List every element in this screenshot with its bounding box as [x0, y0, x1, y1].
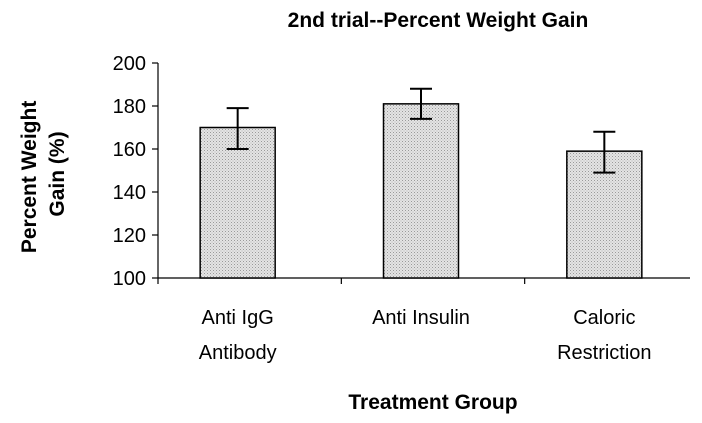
- y-axis-title-line-2: Gain (%): [46, 131, 69, 216]
- x-category-label: Anti IgG: [202, 307, 274, 329]
- y-tick-label: 200: [113, 53, 146, 75]
- x-category-label: Caloric: [573, 307, 635, 329]
- bar: [199, 126, 276, 279]
- y-tick-label: 180: [113, 96, 146, 118]
- y-tick-label: 120: [113, 225, 146, 247]
- y-axis-title: Percent Weight Gain (%): [18, 95, 69, 253]
- x-category-label: Restriction: [557, 342, 651, 364]
- plot-area: 100 120 140 160 180 200 Anti IgG Antibody Anti I…: [113, 53, 690, 364]
- bar: [382, 103, 460, 279]
- y-tick-label: 140: [113, 182, 146, 204]
- y-tick-label: 160: [113, 139, 146, 161]
- x-category-label: Antibody: [199, 342, 277, 364]
- y-axis-title-line-1: Percent Weight: [18, 101, 41, 253]
- x-category-label: Anti Insulin: [372, 307, 470, 329]
- y-tick-label: 100: [113, 268, 146, 290]
- chart-title: 2nd trial--Percent Weight Gain: [288, 9, 589, 32]
- x-axis-title: Treatment Group: [348, 391, 517, 414]
